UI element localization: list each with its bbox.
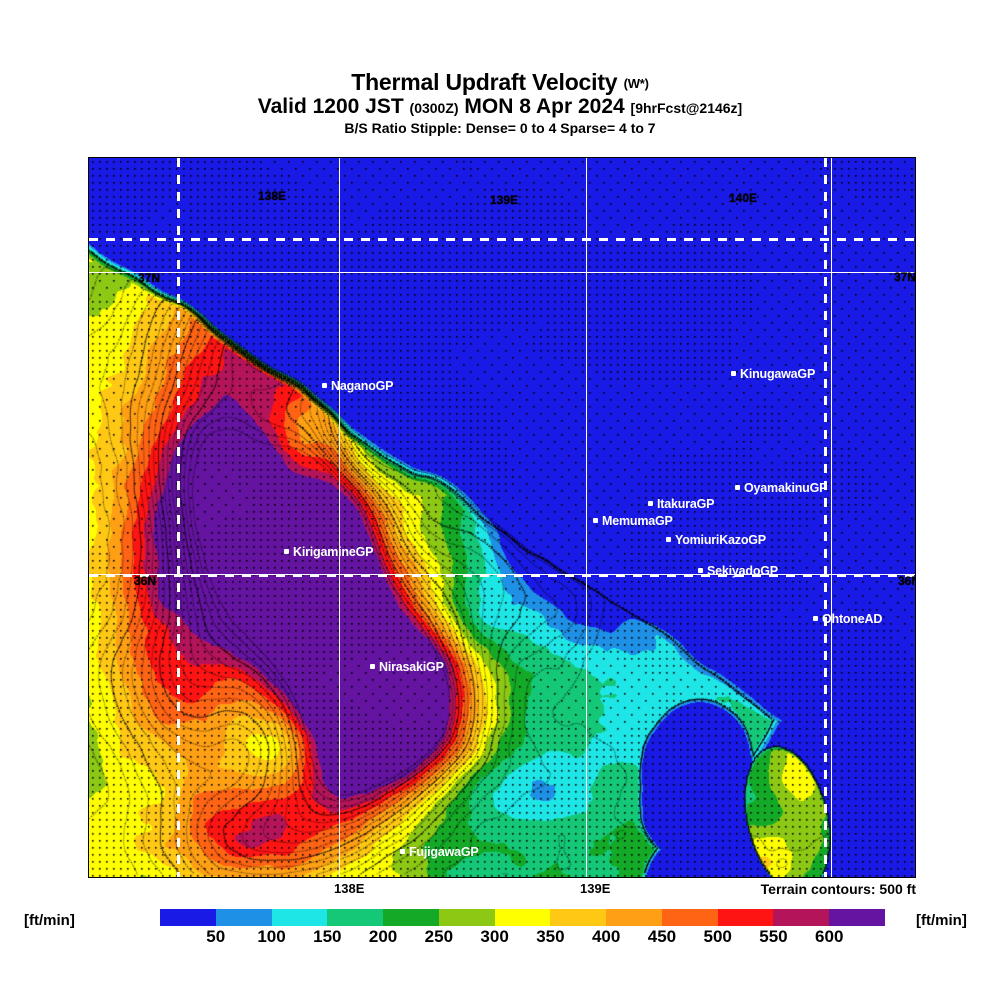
waypoint-YomiuriKazoGP[interactable]: YomiuriKazoGP bbox=[666, 531, 766, 549]
graticule-label-36N: 36N bbox=[134, 574, 157, 588]
colorbar-swatch-9 bbox=[661, 909, 718, 926]
valid-time-line: Valid 1200 JST (0300Z) MON 8 Apr 2024 [9… bbox=[0, 96, 1000, 119]
sector-boundary-south bbox=[89, 574, 915, 577]
waypoint-label: KinugawaGP bbox=[740, 366, 816, 381]
colorbar-swatch-6 bbox=[494, 909, 551, 926]
waypoint-label: YomiuriKazoGP bbox=[675, 532, 766, 547]
forecast-run-tag: [9hrFcst@2146z] bbox=[630, 100, 743, 116]
waypoint-OhtoneAD[interactable]: OhtoneAD bbox=[813, 610, 882, 628]
waypoint-label: MemumaGP bbox=[602, 513, 673, 528]
stipple-legend-note: B/S Ratio Stipple: Dense= 0 to 4 Sparse=… bbox=[344, 120, 656, 136]
valid-date: MON 8 Apr 2024 bbox=[464, 95, 625, 118]
colorbar-tick-200: 200 bbox=[368, 927, 398, 946]
colorbar-tick-labels: 50 100 150 200 250 300 350 400 450 500 550 600 bbox=[160, 927, 885, 949]
page-title: Thermal Updraft Velocity (W*) bbox=[0, 70, 1000, 96]
waypoint-marker-icon bbox=[731, 371, 736, 377]
waypoint-marker-icon bbox=[370, 664, 375, 670]
waypoint-marker-icon bbox=[322, 383, 327, 389]
colorbar-tick-150: 150 bbox=[313, 927, 342, 946]
colorbar-swatch-12 bbox=[829, 909, 885, 926]
colorbar-tick-250: 250 bbox=[424, 927, 454, 946]
waypoint-KinugawaGP[interactable]: KinugawaGP bbox=[731, 365, 815, 383]
thermal-velocity-raster bbox=[89, 158, 915, 877]
waypoint-marker-icon bbox=[284, 549, 289, 555]
waypoint-SekiyadoGP[interactable]: SekiyadoGP bbox=[698, 562, 778, 580]
waypoint-label: NirasakiGP bbox=[379, 659, 444, 674]
graticule-label-37N: 37N bbox=[894, 270, 916, 284]
waypoint-marker-icon bbox=[698, 568, 703, 574]
colorbar-swatch-10 bbox=[717, 909, 774, 926]
waypoint-label: KirigamineGP bbox=[293, 544, 374, 559]
waypoint-label: OyamakinuGP bbox=[744, 480, 828, 495]
waypoint-marker-icon bbox=[593, 518, 598, 524]
colorbar-tick-100: 100 bbox=[257, 927, 286, 946]
colorbar-tick-400: 400 bbox=[591, 927, 621, 946]
colorbar-swatch-3 bbox=[327, 909, 384, 926]
colorbar-swatch-11 bbox=[773, 909, 830, 926]
chart-header: Thermal Updraft Velocity (W*) Valid 1200… bbox=[0, 0, 1000, 150]
colorbar-swatch-8 bbox=[606, 909, 662, 926]
forecast-map[interactable]: NaganoGP KirigamineGP NirasakiGP FujigawaGP… bbox=[88, 157, 916, 878]
waypoint-label: SekiyadoGP bbox=[707, 563, 778, 578]
colorbar: [ft/min] [ft/min] 50 100 150 200 250 300 350 40… bbox=[0, 903, 1000, 953]
graticule-label-37N: 37N bbox=[138, 271, 161, 285]
axis-label-138E: 138E bbox=[334, 881, 365, 896]
sector-boundary-east bbox=[824, 158, 827, 877]
colorbar-swatch-7 bbox=[550, 909, 607, 926]
waypoint-FujigawaGP[interactable]: FujigawaGP bbox=[400, 843, 479, 861]
colorbar-tick-550: 550 bbox=[759, 927, 788, 946]
waypoint-NirasakiGP[interactable]: NirasakiGP bbox=[370, 658, 444, 676]
valid-utc-time: (0300Z) bbox=[409, 100, 459, 116]
graticule-label-140E: 140E bbox=[729, 191, 758, 205]
colorbar-unit-right: [ft/min] bbox=[916, 912, 967, 929]
waypoint-marker-icon bbox=[400, 849, 405, 855]
title-text: Thermal Updraft Velocity bbox=[351, 69, 618, 95]
colorbar-swatch-2 bbox=[271, 909, 328, 926]
sector-boundary-west bbox=[177, 158, 180, 877]
colorbar-tick-600: 600 bbox=[815, 927, 844, 946]
waypoint-marker-icon bbox=[813, 616, 818, 622]
colorbar-tick-450: 450 bbox=[647, 927, 677, 946]
waypoint-ItakuraGP[interactable]: ItakuraGP bbox=[648, 495, 714, 513]
axis-label-139E: 139E bbox=[580, 881, 611, 896]
waypoint-OyamakinuGP[interactable]: OyamakinuGP bbox=[735, 479, 827, 497]
waypoint-NaganoGP[interactable]: NaganoGP bbox=[322, 377, 394, 395]
colorbar-tick-500: 500 bbox=[703, 927, 732, 946]
waypoint-marker-icon bbox=[648, 501, 653, 507]
waypoint-KirigamineGP[interactable]: KirigamineGP bbox=[284, 543, 373, 561]
graticule-label-139E: 139E bbox=[490, 193, 519, 207]
waypoint-label: FujigawaGP bbox=[409, 844, 479, 859]
terrain-contour-note: Terrain contours: 500 ft bbox=[760, 881, 916, 897]
graticule-label-138E: 138E bbox=[258, 189, 287, 203]
colorbar-tick-350: 350 bbox=[536, 927, 565, 946]
sector-boundary-north bbox=[89, 238, 915, 241]
waypoint-MemumaGP[interactable]: MemumaGP bbox=[593, 512, 673, 530]
graticule-label-36N: 36N bbox=[898, 574, 915, 588]
colorbar-swatches bbox=[160, 909, 885, 926]
colorbar-swatch-4 bbox=[383, 909, 439, 926]
colorbar-swatch-1 bbox=[215, 909, 272, 926]
title-variable-symbol: (W*) bbox=[623, 76, 649, 91]
waypoint-label: ItakuraGP bbox=[657, 496, 715, 511]
waypoint-marker-icon bbox=[735, 485, 740, 491]
valid-local-time: Valid 1200 JST bbox=[257, 95, 404, 118]
waypoint-label: NaganoGP bbox=[331, 378, 394, 393]
colorbar-tick-50: 50 bbox=[206, 927, 226, 946]
colorbar-swatch-5 bbox=[438, 909, 495, 926]
colorbar-tick-300: 300 bbox=[480, 927, 509, 946]
waypoint-marker-icon bbox=[666, 537, 671, 543]
colorbar-unit-left: [ft/min] bbox=[24, 912, 75, 929]
waypoint-label: OhtoneAD bbox=[822, 611, 883, 626]
colorbar-swatch-0 bbox=[160, 909, 216, 926]
